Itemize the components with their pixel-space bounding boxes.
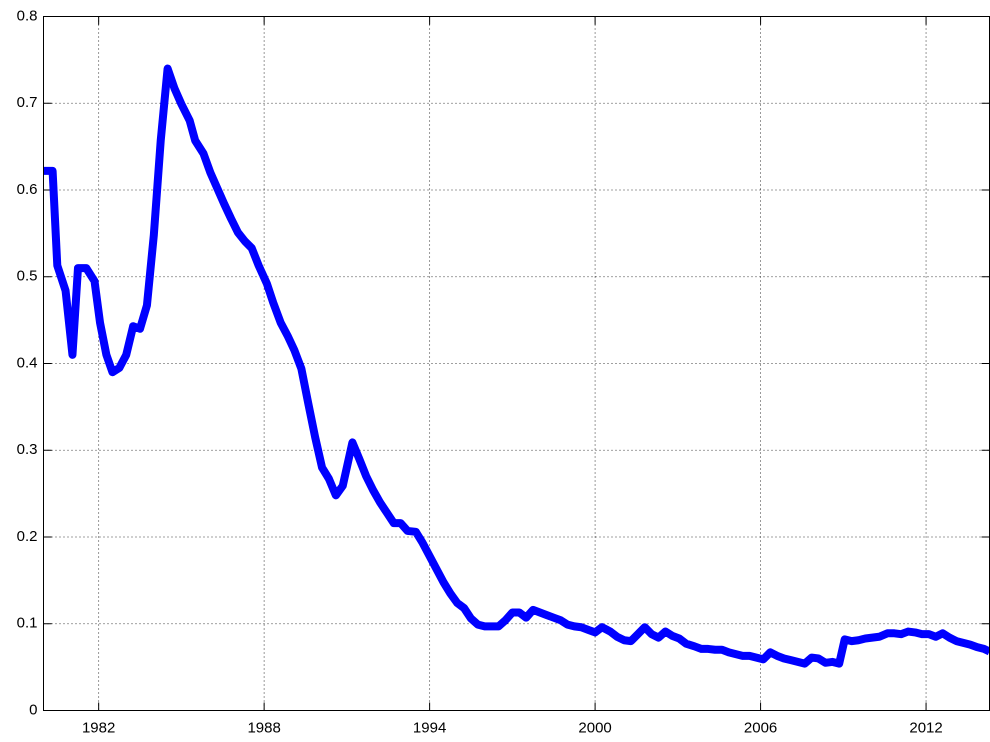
x-tick-label: 2012 bbox=[909, 719, 942, 736]
x-tick-label: 2000 bbox=[578, 719, 611, 736]
y-tick-label: 0.5 bbox=[17, 268, 38, 285]
y-tick-label: 0.7 bbox=[17, 94, 38, 111]
x-tick-label: 1988 bbox=[247, 719, 280, 736]
y-tick-label: 0.2 bbox=[17, 528, 38, 545]
y-tick-label: 0.6 bbox=[17, 181, 38, 198]
y-tick-label: 0.3 bbox=[17, 441, 38, 458]
x-tick-label: 2006 bbox=[744, 719, 777, 736]
y-tick-label: 0.8 bbox=[17, 7, 38, 24]
x-tick-label: 1994 bbox=[413, 719, 446, 736]
y-tick-label: 0.4 bbox=[17, 354, 38, 371]
data-line bbox=[43, 64, 990, 668]
x-tick-label: 1982 bbox=[82, 719, 115, 736]
y-tick-label: 0 bbox=[29, 701, 37, 718]
y-tick-label: 0.1 bbox=[17, 615, 38, 632]
